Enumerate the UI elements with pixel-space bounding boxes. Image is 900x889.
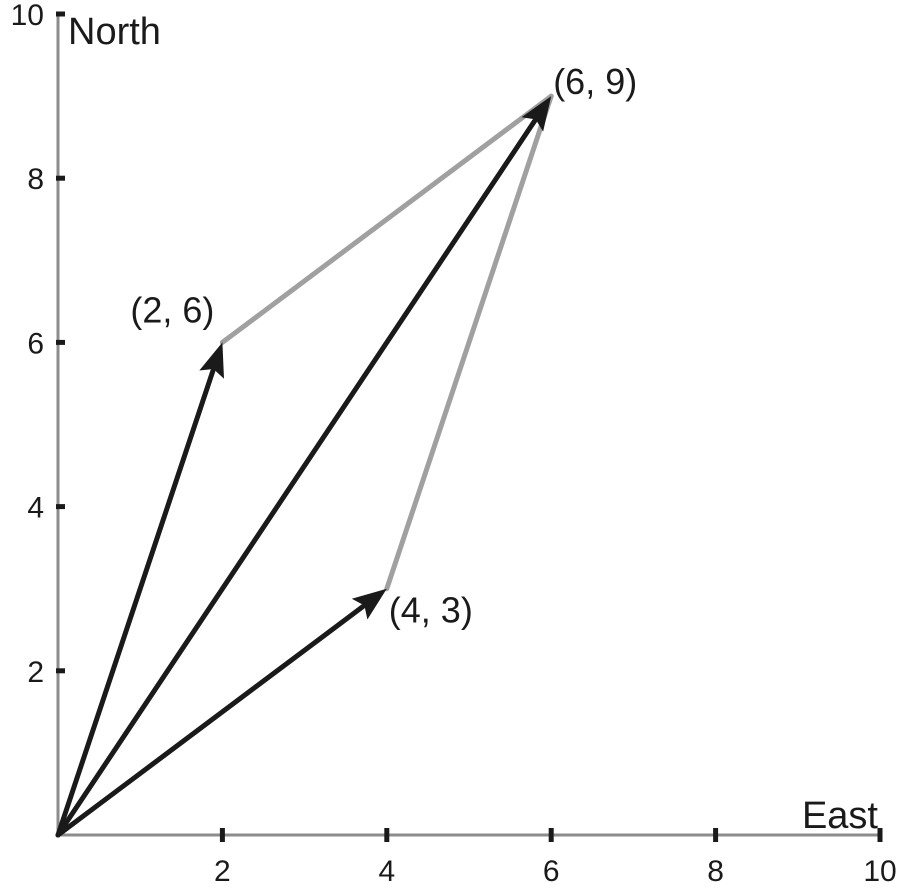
y-tick-label-2: 2 bbox=[27, 656, 44, 689]
y-tick-label-10: 10 bbox=[11, 0, 44, 32]
y-axis-label: North bbox=[68, 11, 161, 53]
x-axis-label: East bbox=[802, 795, 878, 837]
y-tick-label-8: 8 bbox=[27, 163, 44, 196]
x-tick-label-4: 4 bbox=[378, 855, 395, 884]
vectors bbox=[55, 96, 552, 838]
vector-sum-arrowhead bbox=[521, 96, 552, 132]
x-tick-label-10: 10 bbox=[863, 855, 896, 884]
y-tick-label-4: 4 bbox=[27, 492, 44, 525]
x-ticks: 2 4 6 8 10 bbox=[214, 828, 897, 888]
vector-b-arrowhead bbox=[351, 588, 387, 620]
axes bbox=[56, 14, 880, 837]
vector-a-arrowhead bbox=[199, 342, 224, 379]
y-ticks: 2 4 6 8 10 bbox=[11, 0, 65, 689]
vector-b-line bbox=[55, 604, 366, 838]
vector-sum-line bbox=[55, 118, 538, 838]
point-a-label: (2, 6) bbox=[130, 289, 214, 330]
side-b-to-sum bbox=[384, 93, 554, 592]
parallelogram-sides bbox=[219, 93, 554, 592]
x-tick-label-6: 6 bbox=[543, 855, 560, 884]
x-tick-label-8: 8 bbox=[707, 855, 724, 884]
y-tick-label-6: 6 bbox=[27, 327, 44, 360]
point-sum-label: (6, 9) bbox=[553, 61, 637, 102]
point-b-label: (4, 3) bbox=[389, 590, 473, 631]
vector-a-line bbox=[55, 368, 216, 838]
side-a-to-sum bbox=[219, 93, 554, 345]
x-tick-label-2: 2 bbox=[214, 855, 231, 884]
